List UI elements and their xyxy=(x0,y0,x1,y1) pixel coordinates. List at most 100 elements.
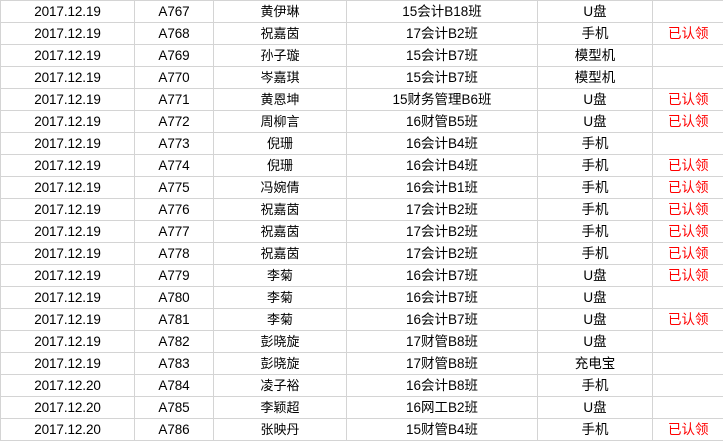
cell-owner[interactable]: 李菊 xyxy=(213,286,347,309)
cell-id[interactable]: A782 xyxy=(134,330,214,353)
cell-owner[interactable]: 周柳言 xyxy=(213,110,347,133)
cell-status[interactable]: 已认领 xyxy=(652,220,723,243)
cell-class[interactable]: 16会计B7班 xyxy=(346,308,538,331)
cell-class[interactable]: 16会计B4班 xyxy=(346,154,538,177)
cell-date[interactable]: 2017.12.19 xyxy=(0,154,135,177)
table-row[interactable]: 2017.12.20 A786 张映丹 15财管B4班 手机 已认领 xyxy=(0,418,723,441)
table-row[interactable]: 2017.12.19 A779 李菊 16会计B7班 U盘 已认领 xyxy=(0,264,723,287)
table-row[interactable]: 2017.12.20 A784 凌子裕 16会计B8班 手机 xyxy=(0,374,723,397)
cell-status[interactable] xyxy=(652,44,723,67)
cell-date[interactable]: 2017.12.20 xyxy=(0,396,135,419)
table-row[interactable]: 2017.12.20 A785 李颖超 16网工B2班 U盘 xyxy=(0,396,723,419)
cell-id[interactable]: A785 xyxy=(134,396,214,419)
cell-date[interactable]: 2017.12.19 xyxy=(0,264,135,287)
cell-status[interactable]: 已认领 xyxy=(652,198,723,221)
cell-id[interactable]: A776 xyxy=(134,198,214,221)
cell-id[interactable]: A779 xyxy=(134,264,214,287)
cell-class[interactable]: 17会计B2班 xyxy=(346,22,538,45)
cell-status[interactable]: 已认领 xyxy=(652,22,723,45)
cell-date[interactable]: 2017.12.19 xyxy=(0,198,135,221)
cell-class[interactable]: 15会计B7班 xyxy=(346,66,538,89)
cell-owner[interactable]: 彭晓旋 xyxy=(213,330,347,353)
cell-date[interactable]: 2017.12.19 xyxy=(0,66,135,89)
cell-class[interactable]: 15财务管理B6班 xyxy=(346,88,538,111)
cell-item[interactable]: U盘 xyxy=(537,396,653,419)
cell-status[interactable]: 已认领 xyxy=(652,176,723,199)
cell-class[interactable]: 16财管B5班 xyxy=(346,110,538,133)
cell-item[interactable]: 手机 xyxy=(537,198,653,221)
cell-status[interactable] xyxy=(652,132,723,155)
cell-date[interactable]: 2017.12.19 xyxy=(0,0,135,23)
cell-class[interactable]: 16网工B2班 xyxy=(346,396,538,419)
cell-owner[interactable]: 黄恩坤 xyxy=(213,88,347,111)
cell-date[interactable]: 2017.12.19 xyxy=(0,242,135,265)
cell-status[interactable]: 已认领 xyxy=(652,242,723,265)
cell-id[interactable]: A780 xyxy=(134,286,214,309)
table-row[interactable]: 2017.12.19 A769 孙子璇 15会计B7班 模型机 xyxy=(0,44,723,67)
cell-date[interactable]: 2017.12.20 xyxy=(0,418,135,441)
cell-item[interactable]: U盘 xyxy=(537,286,653,309)
cell-status[interactable]: 已认领 xyxy=(652,88,723,111)
cell-item[interactable]: 手机 xyxy=(537,22,653,45)
cell-date[interactable]: 2017.12.19 xyxy=(0,44,135,67)
cell-date[interactable]: 2017.12.19 xyxy=(0,220,135,243)
cell-date[interactable]: 2017.12.19 xyxy=(0,352,135,375)
cell-owner[interactable]: 张映丹 xyxy=(213,418,347,441)
cell-item[interactable]: 手机 xyxy=(537,374,653,397)
cell-status[interactable]: 已认领 xyxy=(652,264,723,287)
cell-class[interactable]: 16会计B7班 xyxy=(346,264,538,287)
cell-class[interactable]: 15财管B4班 xyxy=(346,418,538,441)
cell-class[interactable]: 16会计B8班 xyxy=(346,374,538,397)
cell-status[interactable] xyxy=(652,396,723,419)
table-row[interactable]: 2017.12.19 A778 祝嘉茵 17会计B2班 手机 已认领 xyxy=(0,242,723,265)
cell-owner[interactable]: 李菊 xyxy=(213,308,347,331)
table-row[interactable]: 2017.12.19 A771 黄恩坤 15财务管理B6班 U盘 已认领 xyxy=(0,88,723,111)
table-row[interactable]: 2017.12.19 A767 黄伊琳 15会计B18班 U盘 xyxy=(0,0,723,23)
cell-owner[interactable]: 李菊 xyxy=(213,264,347,287)
cell-id[interactable]: A774 xyxy=(134,154,214,177)
cell-status[interactable] xyxy=(652,374,723,397)
cell-item[interactable]: 模型机 xyxy=(537,44,653,67)
cell-item[interactable]: U盘 xyxy=(537,330,653,353)
cell-status[interactable] xyxy=(652,66,723,89)
cell-class[interactable]: 16会计B7班 xyxy=(346,286,538,309)
cell-owner[interactable]: 岑嘉琪 xyxy=(213,66,347,89)
cell-status[interactable] xyxy=(652,330,723,353)
cell-id[interactable]: A768 xyxy=(134,22,214,45)
cell-id[interactable]: A777 xyxy=(134,220,214,243)
table-row[interactable]: 2017.12.19 A768 祝嘉茵 17会计B2班 手机 已认领 xyxy=(0,22,723,45)
table-row[interactable]: 2017.12.19 A770 岑嘉琪 15会计B7班 模型机 xyxy=(0,66,723,89)
cell-date[interactable]: 2017.12.19 xyxy=(0,308,135,331)
cell-date[interactable]: 2017.12.20 xyxy=(0,374,135,397)
cell-id[interactable]: A778 xyxy=(134,242,214,265)
cell-item[interactable]: 手机 xyxy=(537,132,653,155)
table-row[interactable]: 2017.12.19 A776 祝嘉茵 17会计B2班 手机 已认领 xyxy=(0,198,723,221)
cell-date[interactable]: 2017.12.19 xyxy=(0,286,135,309)
cell-id[interactable]: A772 xyxy=(134,110,214,133)
table-row[interactable]: 2017.12.19 A783 彭晓旋 17财管B8班 充电宝 xyxy=(0,352,723,375)
table-row[interactable]: 2017.12.19 A780 李菊 16会计B7班 U盘 xyxy=(0,286,723,309)
table-row[interactable]: 2017.12.19 A774 倪珊 16会计B4班 手机 已认领 xyxy=(0,154,723,177)
cell-owner[interactable]: 孙子璇 xyxy=(213,44,347,67)
cell-owner[interactable]: 祝嘉茵 xyxy=(213,220,347,243)
cell-owner[interactable]: 祝嘉茵 xyxy=(213,22,347,45)
cell-status[interactable] xyxy=(652,352,723,375)
cell-class[interactable]: 16会计B1班 xyxy=(346,176,538,199)
cell-id[interactable]: A786 xyxy=(134,418,214,441)
cell-item[interactable]: U盘 xyxy=(537,0,653,23)
table-row[interactable]: 2017.12.19 A782 彭晓旋 17财管B8班 U盘 xyxy=(0,330,723,353)
cell-class[interactable]: 17财管B8班 xyxy=(346,352,538,375)
cell-id[interactable]: A775 xyxy=(134,176,214,199)
cell-date[interactable]: 2017.12.19 xyxy=(0,88,135,111)
cell-class[interactable]: 17会计B2班 xyxy=(346,220,538,243)
cell-owner[interactable]: 祝嘉茵 xyxy=(213,198,347,221)
cell-owner[interactable]: 倪珊 xyxy=(213,132,347,155)
cell-item[interactable]: 模型机 xyxy=(537,66,653,89)
cell-owner[interactable]: 倪珊 xyxy=(213,154,347,177)
cell-owner[interactable]: 凌子裕 xyxy=(213,374,347,397)
cell-class[interactable]: 15会计B18班 xyxy=(346,0,538,23)
cell-date[interactable]: 2017.12.19 xyxy=(0,110,135,133)
cell-date[interactable]: 2017.12.19 xyxy=(0,132,135,155)
cell-item[interactable]: U盘 xyxy=(537,264,653,287)
cell-class[interactable]: 15会计B7班 xyxy=(346,44,538,67)
